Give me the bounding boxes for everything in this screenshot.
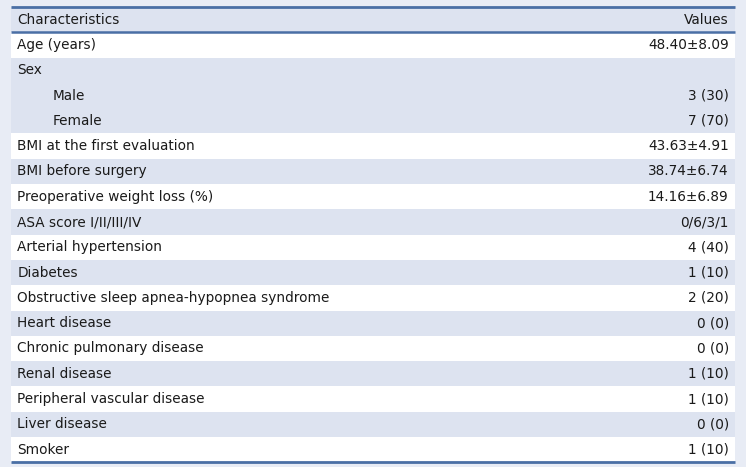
Text: Liver disease: Liver disease (17, 417, 107, 432)
Text: Age (years): Age (years) (17, 38, 96, 52)
Text: Female: Female (52, 114, 101, 128)
Bar (11, 209, 735, 234)
Bar (11, 437, 735, 462)
Bar (11, 184, 735, 209)
Bar (11, 57, 735, 83)
Text: Male: Male (52, 89, 84, 103)
Bar (11, 260, 735, 285)
Bar (11, 134, 735, 159)
Text: 4 (40): 4 (40) (688, 241, 729, 255)
Text: Chronic pulmonary disease: Chronic pulmonary disease (17, 341, 204, 355)
Text: Heart disease: Heart disease (17, 316, 111, 330)
Text: 0/6/3/1: 0/6/3/1 (680, 215, 729, 229)
Text: 0 (0): 0 (0) (697, 417, 729, 432)
Text: 1 (10): 1 (10) (688, 266, 729, 280)
Text: Arterial hypertension: Arterial hypertension (17, 241, 162, 255)
Text: 0 (0): 0 (0) (697, 316, 729, 330)
Bar (11, 336, 735, 361)
Text: 1 (10): 1 (10) (688, 367, 729, 381)
Bar (11, 361, 735, 386)
Text: Diabetes: Diabetes (17, 266, 78, 280)
Text: ASA score I/II/III/IV: ASA score I/II/III/IV (17, 215, 142, 229)
Bar (11, 7, 735, 32)
Text: 2 (20): 2 (20) (688, 291, 729, 305)
Text: Smoker: Smoker (17, 443, 69, 457)
Text: 48.40±8.09: 48.40±8.09 (648, 38, 729, 52)
Bar (11, 32, 735, 57)
Bar (11, 412, 735, 437)
Text: 7 (70): 7 (70) (688, 114, 729, 128)
Text: 14.16±6.89: 14.16±6.89 (648, 190, 729, 204)
Text: Renal disease: Renal disease (17, 367, 112, 381)
Text: Obstructive sleep apnea-hypopnea syndrome: Obstructive sleep apnea-hypopnea syndrom… (17, 291, 330, 305)
Text: 1 (10): 1 (10) (688, 392, 729, 406)
Text: Preoperative weight loss (%): Preoperative weight loss (%) (17, 190, 213, 204)
Text: Sex: Sex (17, 63, 42, 77)
Bar (11, 311, 735, 336)
Bar (11, 108, 735, 134)
Text: Characteristics: Characteristics (17, 13, 119, 27)
Text: Peripheral vascular disease: Peripheral vascular disease (17, 392, 204, 406)
Text: BMI at the first evaluation: BMI at the first evaluation (17, 139, 195, 153)
Text: 38.74±6.74: 38.74±6.74 (648, 164, 729, 178)
Bar (11, 234, 735, 260)
Text: 3 (30): 3 (30) (688, 89, 729, 103)
Text: BMI before surgery: BMI before surgery (17, 164, 147, 178)
Bar (11, 83, 735, 108)
Bar (11, 387, 735, 412)
Text: 1 (10): 1 (10) (688, 443, 729, 457)
Text: Values: Values (684, 13, 729, 27)
Text: 43.63±4.91: 43.63±4.91 (648, 139, 729, 153)
Bar (11, 285, 735, 311)
Text: 0 (0): 0 (0) (697, 341, 729, 355)
Bar (11, 159, 735, 184)
